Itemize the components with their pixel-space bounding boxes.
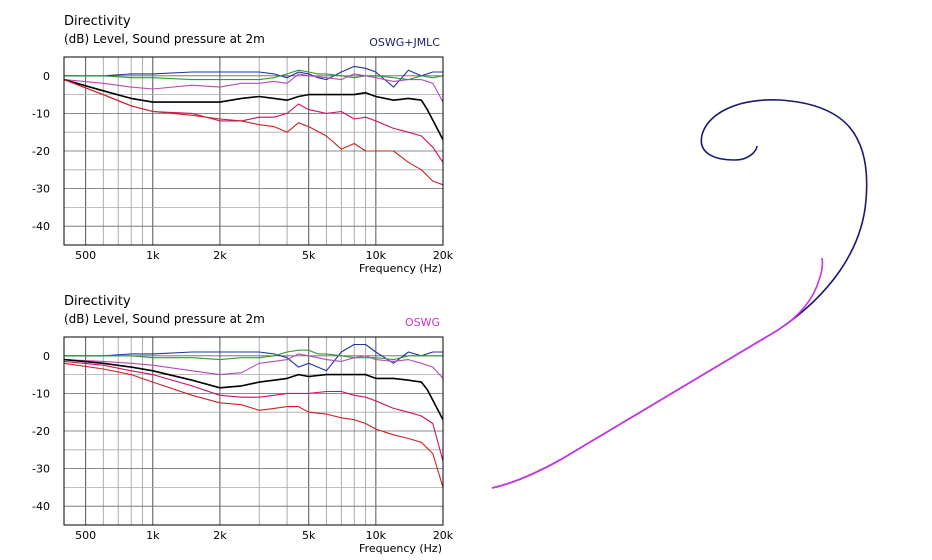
legend-label: OSWG [405,316,440,329]
y-tick-label: 0 [43,350,50,363]
series-line-1 [64,349,443,361]
x-axis-label: Frequency (Hz) [359,262,442,275]
plot-frame [63,336,444,526]
series-line-5 [63,362,444,488]
y-tick-label: -40 [32,500,50,513]
y-tick-label: -20 [32,145,50,158]
y-tick-label: 0 [43,70,50,83]
series-line-5 [63,79,444,186]
series-lines [63,65,444,186]
series-line-2 [63,73,444,103]
chart-subtitle: (dB) Level, Sound pressure at 2m [64,312,265,326]
x-axis-label: Frequency (Hz) [359,542,442,555]
y-tick-label: -10 [32,107,50,120]
x-tick-label: 5k [302,249,316,262]
x-tick-label: 2k [213,249,227,262]
y-tick-label: -20 [32,425,50,438]
x-tick-label: 10k [366,249,387,262]
series-line-0 [64,343,443,372]
oswg-profile-curve [491,257,824,489]
chart-subtitle: (dB) Level, Sound pressure at 2m [64,32,265,46]
x-tick-label: 5k [302,529,316,542]
axis-ticks: 0 -10 -20 -30 -40 500 1k 2k 5k 10k 20k [32,70,454,262]
x-tick-label: 500 [75,249,96,262]
y-tick-label: -30 [32,463,50,476]
oswg-jmlc-profile-curve [491,99,868,489]
x-tick-label: 1k [146,249,160,262]
y-tick-label: -30 [32,183,50,196]
plot-frame [63,56,444,246]
legend-label: OSWG+JMLC [369,36,440,49]
series-lines [63,343,444,488]
series-line-4 [63,360,444,462]
x-tick-label: 20k [433,249,454,262]
series-line-0 [64,65,443,88]
x-tick-label: 20k [433,529,454,542]
series-line-3 [63,358,444,421]
y-tick-label: -40 [32,220,50,233]
x-tick-label: 1k [146,529,160,542]
series-line-3 [63,78,444,141]
directivity-chart-oswg: Directivity (dB) Level, Sound pressure a… [32,294,454,555]
series-line-1 [64,69,444,81]
x-tick-label: 500 [75,529,96,542]
series-line-4 [63,79,444,163]
chart-title: Directivity [64,14,131,29]
x-tick-label: 2k [213,529,227,542]
series-line-2 [63,353,444,379]
directivity-chart-oswg-jmlc: Directivity (dB) Level, Sound pressure a… [32,14,454,275]
waveguide-profile-drawing [491,99,868,489]
y-tick-label: -10 [32,387,50,400]
chart-title: Directivity [64,294,131,309]
x-tick-label: 10k [366,529,387,542]
axis-ticks: 0 -10 -20 -30 -40 500 1k 2k 5k 10k 20k [32,350,454,542]
